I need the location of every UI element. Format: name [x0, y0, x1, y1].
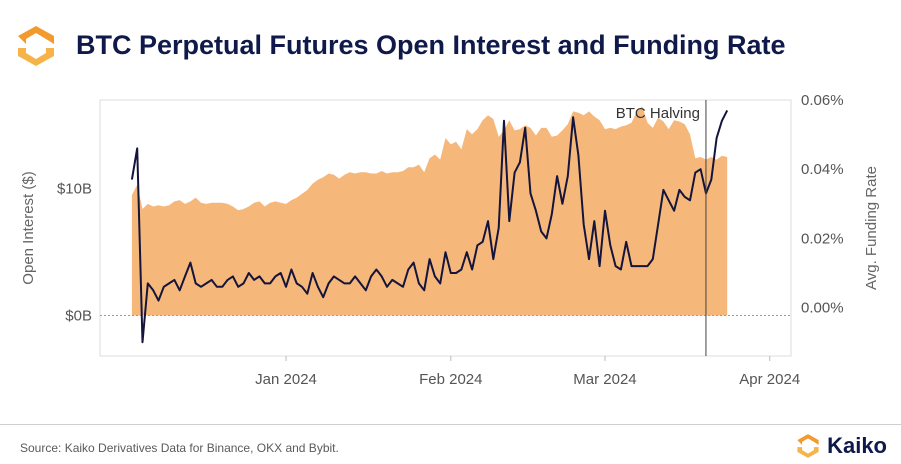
kaiko-small-logo-icon	[797, 434, 819, 458]
right-axis-title: Avg. Funding Rate	[863, 166, 880, 290]
x-tick-label: Mar 2024	[573, 371, 636, 388]
left-tick-label: $10B	[57, 181, 92, 198]
header: BTC Perpetual Futures Open Interest and …	[0, 0, 901, 90]
right-tick-label: 0.04%	[801, 161, 844, 178]
page-title: BTC Perpetual Futures Open Interest and …	[76, 30, 786, 60]
funding-rate-line	[130, 109, 729, 344]
right-tick-label: 0.06%	[801, 92, 844, 109]
x-tick-label: Apr 2024	[739, 371, 800, 388]
footer-brand: Kaiko	[795, 432, 887, 460]
left-tick-label: $0B	[65, 307, 92, 324]
chart: BTC Halving $0B $10B 0.00% 0.02% 0.04% 0.06% Ja…	[20, 92, 880, 388]
source-note: Source: Kaiko Derivatives Data for Binan…	[20, 441, 339, 455]
footer-divider	[0, 424, 901, 425]
right-tick-label: 0.00%	[801, 300, 844, 317]
left-axis-title: Open Interest ($)	[20, 171, 37, 284]
brand-name: Kaiko	[827, 433, 887, 458]
plot-frame	[99, 99, 792, 357]
x-tick-label: Jan 2024	[255, 371, 317, 388]
kaiko-logo-icon	[18, 26, 54, 66]
chart-area: BTC Halving $0B $10B 0.00% 0.02% 0.04% 0.06% Ja…	[0, 90, 901, 420]
right-tick-label: 0.02%	[801, 230, 844, 247]
halving-label: BTC Halving	[616, 105, 700, 122]
open-interest-area	[131, 106, 728, 316]
x-tick-label: Feb 2024	[419, 371, 482, 388]
